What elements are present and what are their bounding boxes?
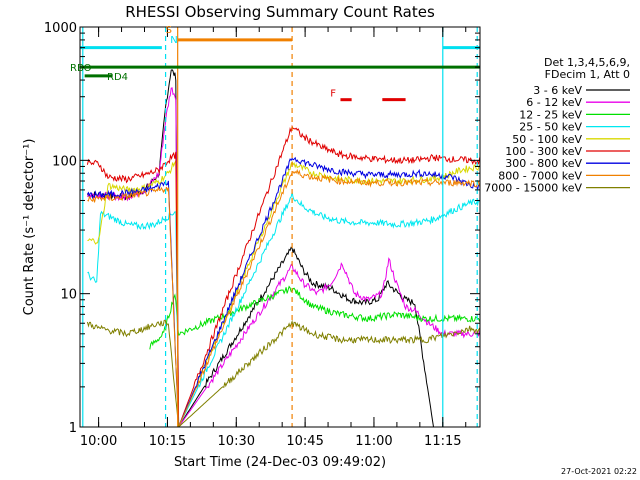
y-tick-label-1: 10 [60,288,77,303]
x-tick-label-3: 10:45 [286,434,323,449]
series-line-2 [149,285,480,350]
legend-header-line-1: Det 1,3,4,5,6,9, [544,56,630,69]
annotation-letter-f: F [330,89,336,100]
x-tick-label-4: 11:00 [355,434,392,449]
legend-label-2: 12 - 25 keV [519,108,582,121]
legend-label-1: 6 - 12 keV [526,96,582,109]
series-line-7 [87,168,480,427]
series-line-6 [86,156,480,427]
plot-frame [79,26,481,428]
flag-label-rd4: RD4 [107,72,128,83]
y-axis-label: Count Rate (s⁻¹ detector⁻¹) [22,139,37,316]
legend: Det 1,3,4,5,6,9, FDecim 1, Att 0 3 - 6 k… [484,56,630,195]
timestamp: 27-Oct-2021 02:22 [561,467,637,476]
x-tick-label-0: 10:00 [80,434,117,449]
legend-header-line-2: FDecim 1, Att 0 [545,68,630,81]
series-line-4 [87,160,480,427]
y-tick-label-3: 1000 [44,21,77,36]
flag-label-rbo: RBO [70,63,92,74]
x-tick-label-1: 10:15 [149,434,186,449]
x-axis-label: Start Time (24-Dec-03 09:49:02) [174,455,386,470]
y-tick-label-2: 100 [52,154,77,169]
y-tick-label-0: 1 [69,421,77,436]
legend-label-4: 50 - 100 keV [512,133,582,146]
plot-area [80,27,480,427]
chart-title: RHESSI Observing Summary Count Rates [125,3,435,21]
legend-label-5: 100 - 300 keV [505,145,582,158]
annotation-letter-n: N [170,35,177,46]
series-line-0 [87,69,480,427]
legend-label-6: 300 - 800 keV [505,157,582,170]
series-line-8 [86,319,480,427]
x-tick-label-5: 11:15 [424,434,461,449]
legend-label-3: 25 - 50 keV [519,121,582,134]
legend-label-7: 800 - 7000 keV [498,169,582,182]
series-line-3 [87,192,480,427]
annotation-letter-s: S [166,25,172,36]
x-tick-label-2: 10:30 [218,434,255,449]
series-line-5 [86,124,480,427]
legend-label-0: 3 - 6 keV [533,84,582,97]
legend-label-8: 7000 - 15000 keV [484,182,582,195]
